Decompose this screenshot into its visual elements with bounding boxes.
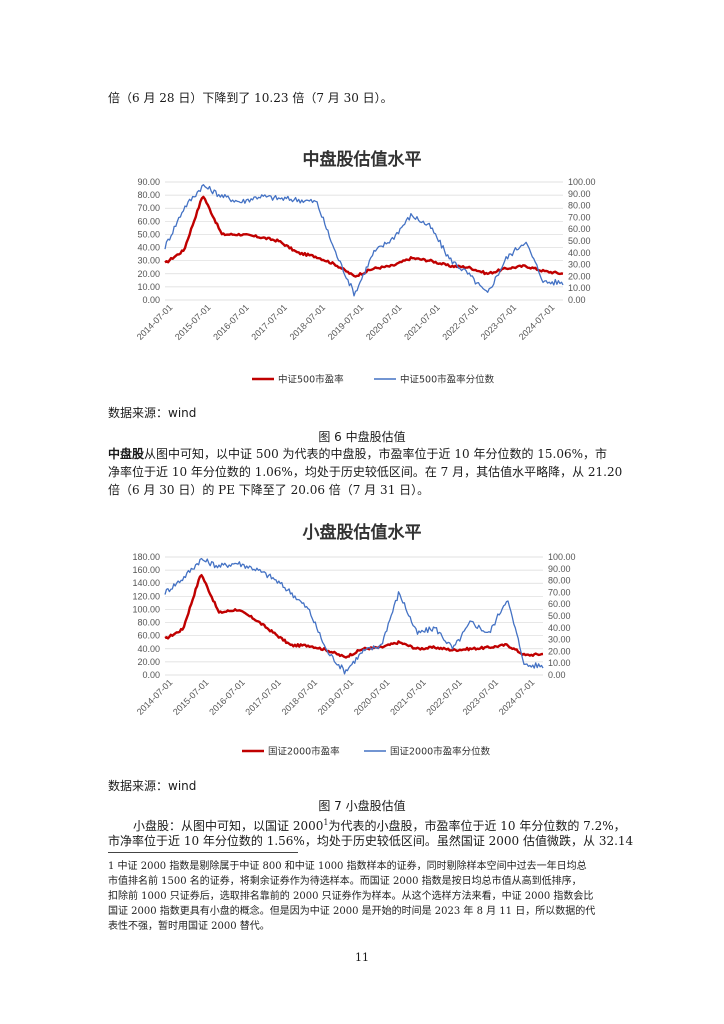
footnote-line-2: 市值排名前 1500 名的证券，将剩余证券作为待选样本。而国证 2000 指数是… [108,876,582,887]
chart2-x-tick: 2020-07-01 [352,677,392,717]
chart2-left-tick: 100.00 [132,604,160,614]
chart1-x-tick: 2019-07-01 [326,302,366,342]
chart1-legend-label-0: 中证500市盈率 [278,374,344,386]
chart2-right-tick: 80.00 [548,576,571,586]
para-small-line1a: 小盘股：从图中可知，以国证 2000 [133,819,324,833]
chart2-right-tick: 50.00 [548,611,571,621]
chart1-left-tick: 30.00 [137,256,160,266]
chart2-left-tick: 20.00 [137,657,160,667]
chart2-right-tick: 90.00 [548,564,571,574]
para-mid-line1-text: 从图中可知，以中证 500 为代表的中盘股，市盈率位于近 10 年分位数的 15… [144,447,608,461]
chart2-right-tick: 20.00 [548,646,571,656]
chart1-right-tick: 90.00 [568,189,591,199]
chart1-x-tick: 2022-07-01 [440,302,480,342]
chart1-right-tick: 20.00 [568,271,591,281]
chart2-left-tick: 40.00 [137,644,160,654]
para-mid-lead: 中盘股 [108,447,145,461]
chart2-left-tick: 180.00 [132,552,160,562]
para-mid-line2: 净率位于近 10 年分位数的 1.06%，均处于历史较低区间。在 7 月，其估值… [108,465,623,479]
chart1-right-tick: 70.00 [568,212,591,222]
chart2-legend-label-0: 国证2000市盈率 [268,746,340,758]
chart2-right-tick: 0.00 [548,670,566,680]
chart2-left-tick: 60.00 [137,631,160,641]
footnote-line-1: 1 中证 2000 指数是剔除属于中证 800 和中证 1000 指数样本的证券… [108,861,587,872]
chart2-x-tick: 2021-07-01 [388,677,428,717]
chart2-right-tick: 10.00 [548,658,571,668]
chart2-x-tick: 2023-07-01 [461,677,501,717]
intro-line: 倍（6 月 28 日）下降到了 10.23 倍（7 月 30 日）。 [108,91,393,105]
chart1-x-tick: 2021-07-01 [402,302,442,342]
chart2-x-tick: 2016-07-01 [207,677,247,717]
chart2-title: 小盘股估值水平 [302,523,422,543]
chart2-left-tick: 160.00 [132,565,160,575]
chart1-x-tick: 2023-07-01 [479,302,519,342]
chart2-right-tick: 70.00 [548,587,571,597]
chart2-x-tick: 2019-07-01 [316,677,356,717]
chart2-left-tick: 80.00 [137,618,160,628]
figure7-caption: 图 7 小盘股估值 [318,799,406,813]
chart1-x-tick: 2024-07-01 [517,302,557,342]
chart2-left-tick: 0.00 [142,670,160,680]
chart1-series-percentile-line [164,184,564,297]
chart2-series-percentile-line [164,557,544,675]
footnote-line-3: 扣除前 1000 只证券后，选取排名靠前的 2000 只证券作为样本。从这个选样… [108,891,594,902]
para-small-line1b: 为代表的小盘股，市盈率位于近 10 年分位数的 7.2%， [328,819,626,833]
chart1-left-tick: 40.00 [137,243,160,253]
chart2-x-tick: 2017-07-01 [243,677,283,717]
chart1-x-tick: 2014-07-01 [135,302,175,342]
chart1-right-tick: 80.00 [568,201,591,211]
chart1-left-tick: 20.00 [137,269,160,279]
chart2-left-tick: 120.00 [132,591,160,601]
chart1-legend-label-1: 中证500市盈率分位数 [400,374,495,386]
chart1-left-tick: 50.00 [137,229,160,239]
chart1-right-tick: 100.00 [568,177,596,187]
chart1-series-pe-line [164,195,564,278]
chart1-right-tick: 30.00 [568,260,591,270]
footnote-line-4: 国证 2000 指数更具有小盘的概念。但是因为中证 2000 是开始的时间是 2… [108,906,596,917]
chart1-left-tick: 90.00 [137,177,160,187]
chart1-right-tick: 50.00 [568,236,591,246]
page-number: 11 [355,951,369,964]
chart2-right-tick: 100.00 [548,552,576,562]
footnote-separator [108,852,298,853]
chart1-x-tick: 2017-07-01 [249,302,289,342]
chart1-x-tick: 2018-07-01 [288,302,328,342]
chart1-left-tick: 60.00 [137,216,160,226]
chart1-right-tick: 60.00 [568,224,591,234]
chart1-left-tick: 80.00 [137,190,160,200]
chart1-svg: 90.0080.0070.0060.0050.0040.0030.0020.00… [135,177,596,386]
chart2-x-tick: 2015-07-01 [171,677,211,717]
chart2-left-tick: 140.00 [132,578,160,588]
chart2-right-tick: 30.00 [548,635,571,645]
chart2-x-tick: 2022-07-01 [424,677,464,717]
figure6-caption: 图 6 中盘股估值 [318,430,406,444]
chart2-right-tick: 40.00 [548,623,571,633]
chart2-x-tick: 2024-07-01 [497,677,537,717]
chart2-series-pe-line [164,574,544,659]
footnote-line-5: 表性不强，暂时用国证 2000 替代。 [108,921,270,932]
source-label-1: 数据来源：wind [108,406,197,420]
para-mid-line3: 倍（6 月 30 日）的 PE 下降至了 20.06 倍（7 月 31 日）。 [108,483,430,497]
chart1-title: 中盘股估值水平 [302,150,422,170]
chart1-left-tick: 70.00 [137,203,160,213]
chart1-right-tick: 10.00 [568,283,591,293]
para-small-line1: 小盘股：从图中可知，以国证 20001为代表的小盘股，市盈率位于近 10 年分位… [133,814,626,835]
footnote-ref: 1 [323,818,329,827]
chart1-right-tick: 40.00 [568,248,591,258]
chart1-left-tick: 0.00 [142,295,160,305]
chart2-x-tick: 2018-07-01 [280,677,320,717]
chart1-right-tick: 0.00 [568,295,586,305]
para-small-line2: 市净率位于近 10 年分位数的 1.56%，均处于历史较低区间。虽然国证 200… [108,834,634,848]
source-label-2: 数据来源：wind [108,779,197,793]
para-mid-line1: 中盘股从图中可知，以中证 500 为代表的中盘股，市盈率位于近 10 年分位数的… [108,445,607,463]
chart2-right-tick: 60.00 [548,599,571,609]
chart1-x-tick: 2020-07-01 [364,302,404,342]
chart1-x-tick: 2015-07-01 [173,302,213,342]
chart2-svg: 180.00 160.00 140.00 120.00 100.00 80.00 60.00… [132,552,576,758]
chart1-left-tick: 10.00 [137,282,160,292]
chart2-x-tick: 2014-07-01 [135,677,175,717]
chart1-x-tick: 2016-07-01 [211,302,251,342]
chart2-legend-label-1: 国证2000市盈率分位数 [390,746,491,758]
